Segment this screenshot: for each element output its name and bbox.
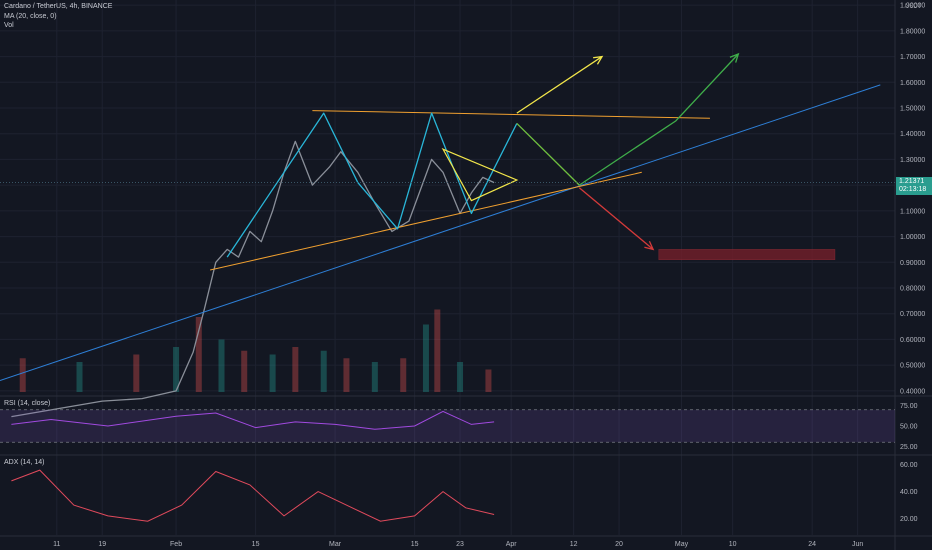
trendline [0, 84, 881, 382]
symbol-title: Cardano / TetherUS, 4h, BINANCE [4, 3, 113, 10]
last-price-value: 1.21371 [899, 177, 925, 185]
time-tick-label: 20 [615, 541, 623, 548]
time-tick-label: Mar [329, 541, 342, 548]
volume-bar [173, 347, 180, 392]
adx-tick-label: 60.00 [900, 462, 918, 469]
price-tick-label: 0.50000 [900, 363, 925, 370]
rsi-tick-label: 75.00 [900, 403, 918, 410]
currency-label: USDT [905, 4, 922, 10]
zigzag-pattern [226, 112, 518, 258]
price-tick-label: 1.40000 [900, 131, 925, 138]
time-tick-label: 19 [98, 541, 106, 548]
volume-bar [195, 317, 202, 392]
volume-bar [400, 358, 407, 392]
time-tick-label: Jun [852, 541, 863, 548]
volume-bar [371, 362, 378, 392]
price-tick-label: 0.80000 [900, 286, 925, 293]
ma-indicator-label: MA (20, close, 0) [4, 13, 57, 20]
price-tick-label: 1.80000 [900, 28, 925, 35]
rsi-tick-label: 50.00 [900, 424, 918, 431]
volume-bar [241, 350, 248, 392]
triangle-pattern [441, 147, 519, 202]
volume-bar [269, 354, 276, 392]
time-tick-label: Feb [170, 541, 182, 548]
candle-countdown: 02:13:18 [899, 185, 927, 193]
price-tick-label: 1.00000 [900, 234, 925, 241]
trendline [210, 171, 642, 271]
price-tick-label: 0.70000 [900, 311, 925, 318]
volume-bar [485, 369, 492, 392]
adx-line [11, 469, 495, 522]
volume-indicator-label: Vol [4, 22, 14, 29]
volume-bar [422, 324, 429, 392]
time-tick-label: 24 [808, 541, 816, 548]
rsi-tick-label: 25.00 [900, 444, 918, 451]
adx-tick-label: 40.00 [900, 489, 918, 496]
volume-bar [434, 309, 441, 392]
trendline [312, 110, 710, 119]
price-tick-label: 1.50000 [900, 106, 925, 113]
volume-bar [343, 358, 350, 392]
price-tick-label: 0.40000 [900, 388, 925, 395]
projection-path [578, 53, 739, 186]
time-tick-label: May [675, 541, 689, 548]
price-tick-label: 1.30000 [900, 157, 925, 164]
arrow-head [593, 55, 604, 65]
volume-bar [292, 347, 299, 392]
rsi-indicator-label: RSI (14, close) [4, 400, 51, 407]
time-tick-label: Apr [506, 541, 518, 548]
time-tick-label: 11 [53, 541, 60, 548]
price-tick-label: 1.10000 [900, 208, 925, 215]
price-series-line [11, 140, 495, 418]
price-tick-label: 1.70000 [900, 54, 925, 61]
arrow-head [644, 240, 655, 251]
projection-path [516, 56, 603, 114]
projection-path [516, 122, 580, 186]
rsi-line [11, 410, 495, 430]
price-tick-label: 1.90000 [900, 3, 925, 10]
volume-bar [19, 358, 26, 392]
time-tick-label: 12 [570, 541, 578, 548]
price-tick-label: 0.90000 [900, 260, 925, 267]
volume-bar [133, 354, 140, 392]
volume-bar [320, 350, 327, 392]
rsi-band [0, 409, 895, 443]
price-tick-label: 0.60000 [900, 337, 925, 344]
adx-indicator-label: ADX (14, 14) [4, 459, 45, 466]
time-tick-label: 15 [252, 541, 260, 548]
arrow-head [729, 52, 740, 63]
volume-bar [76, 362, 83, 392]
volume-bar [218, 339, 225, 392]
price-tick-label: 1.60000 [900, 80, 925, 87]
time-tick-label: 10 [729, 541, 737, 548]
time-tick-label: 23 [456, 541, 464, 548]
time-tick-label: 15 [411, 541, 419, 548]
last-price-tag: 1.21371 02:13:18 [896, 176, 932, 195]
projection-path [578, 187, 654, 250]
target-box [658, 249, 836, 261]
adx-tick-label: 20.00 [900, 516, 918, 523]
volume-bar [457, 362, 464, 392]
